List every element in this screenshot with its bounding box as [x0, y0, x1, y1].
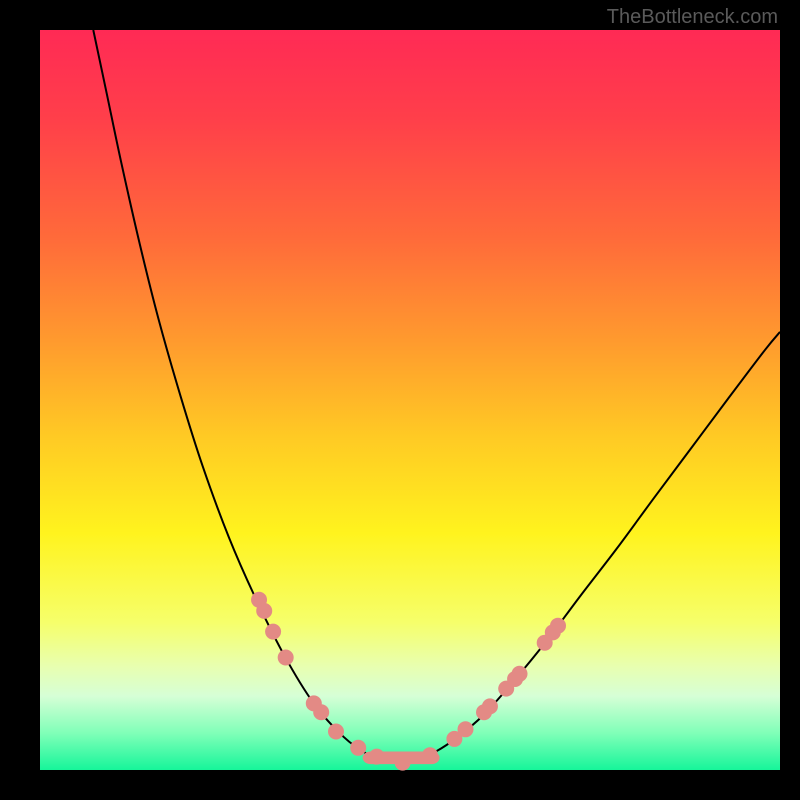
data-marker — [265, 624, 281, 640]
data-marker — [458, 721, 474, 737]
gradient-background — [40, 30, 780, 770]
chart-svg — [40, 30, 780, 770]
data-marker — [328, 724, 344, 740]
plot-area — [40, 30, 780, 770]
data-marker — [256, 603, 272, 619]
data-marker — [482, 698, 498, 714]
data-marker — [422, 747, 438, 763]
data-marker — [278, 650, 294, 666]
data-marker — [395, 755, 411, 771]
data-marker — [512, 666, 528, 682]
watermark-text: TheBottleneck.com — [607, 6, 778, 29]
data-marker — [313, 704, 329, 720]
data-marker — [550, 618, 566, 634]
data-marker — [369, 749, 385, 765]
data-marker — [350, 740, 366, 756]
